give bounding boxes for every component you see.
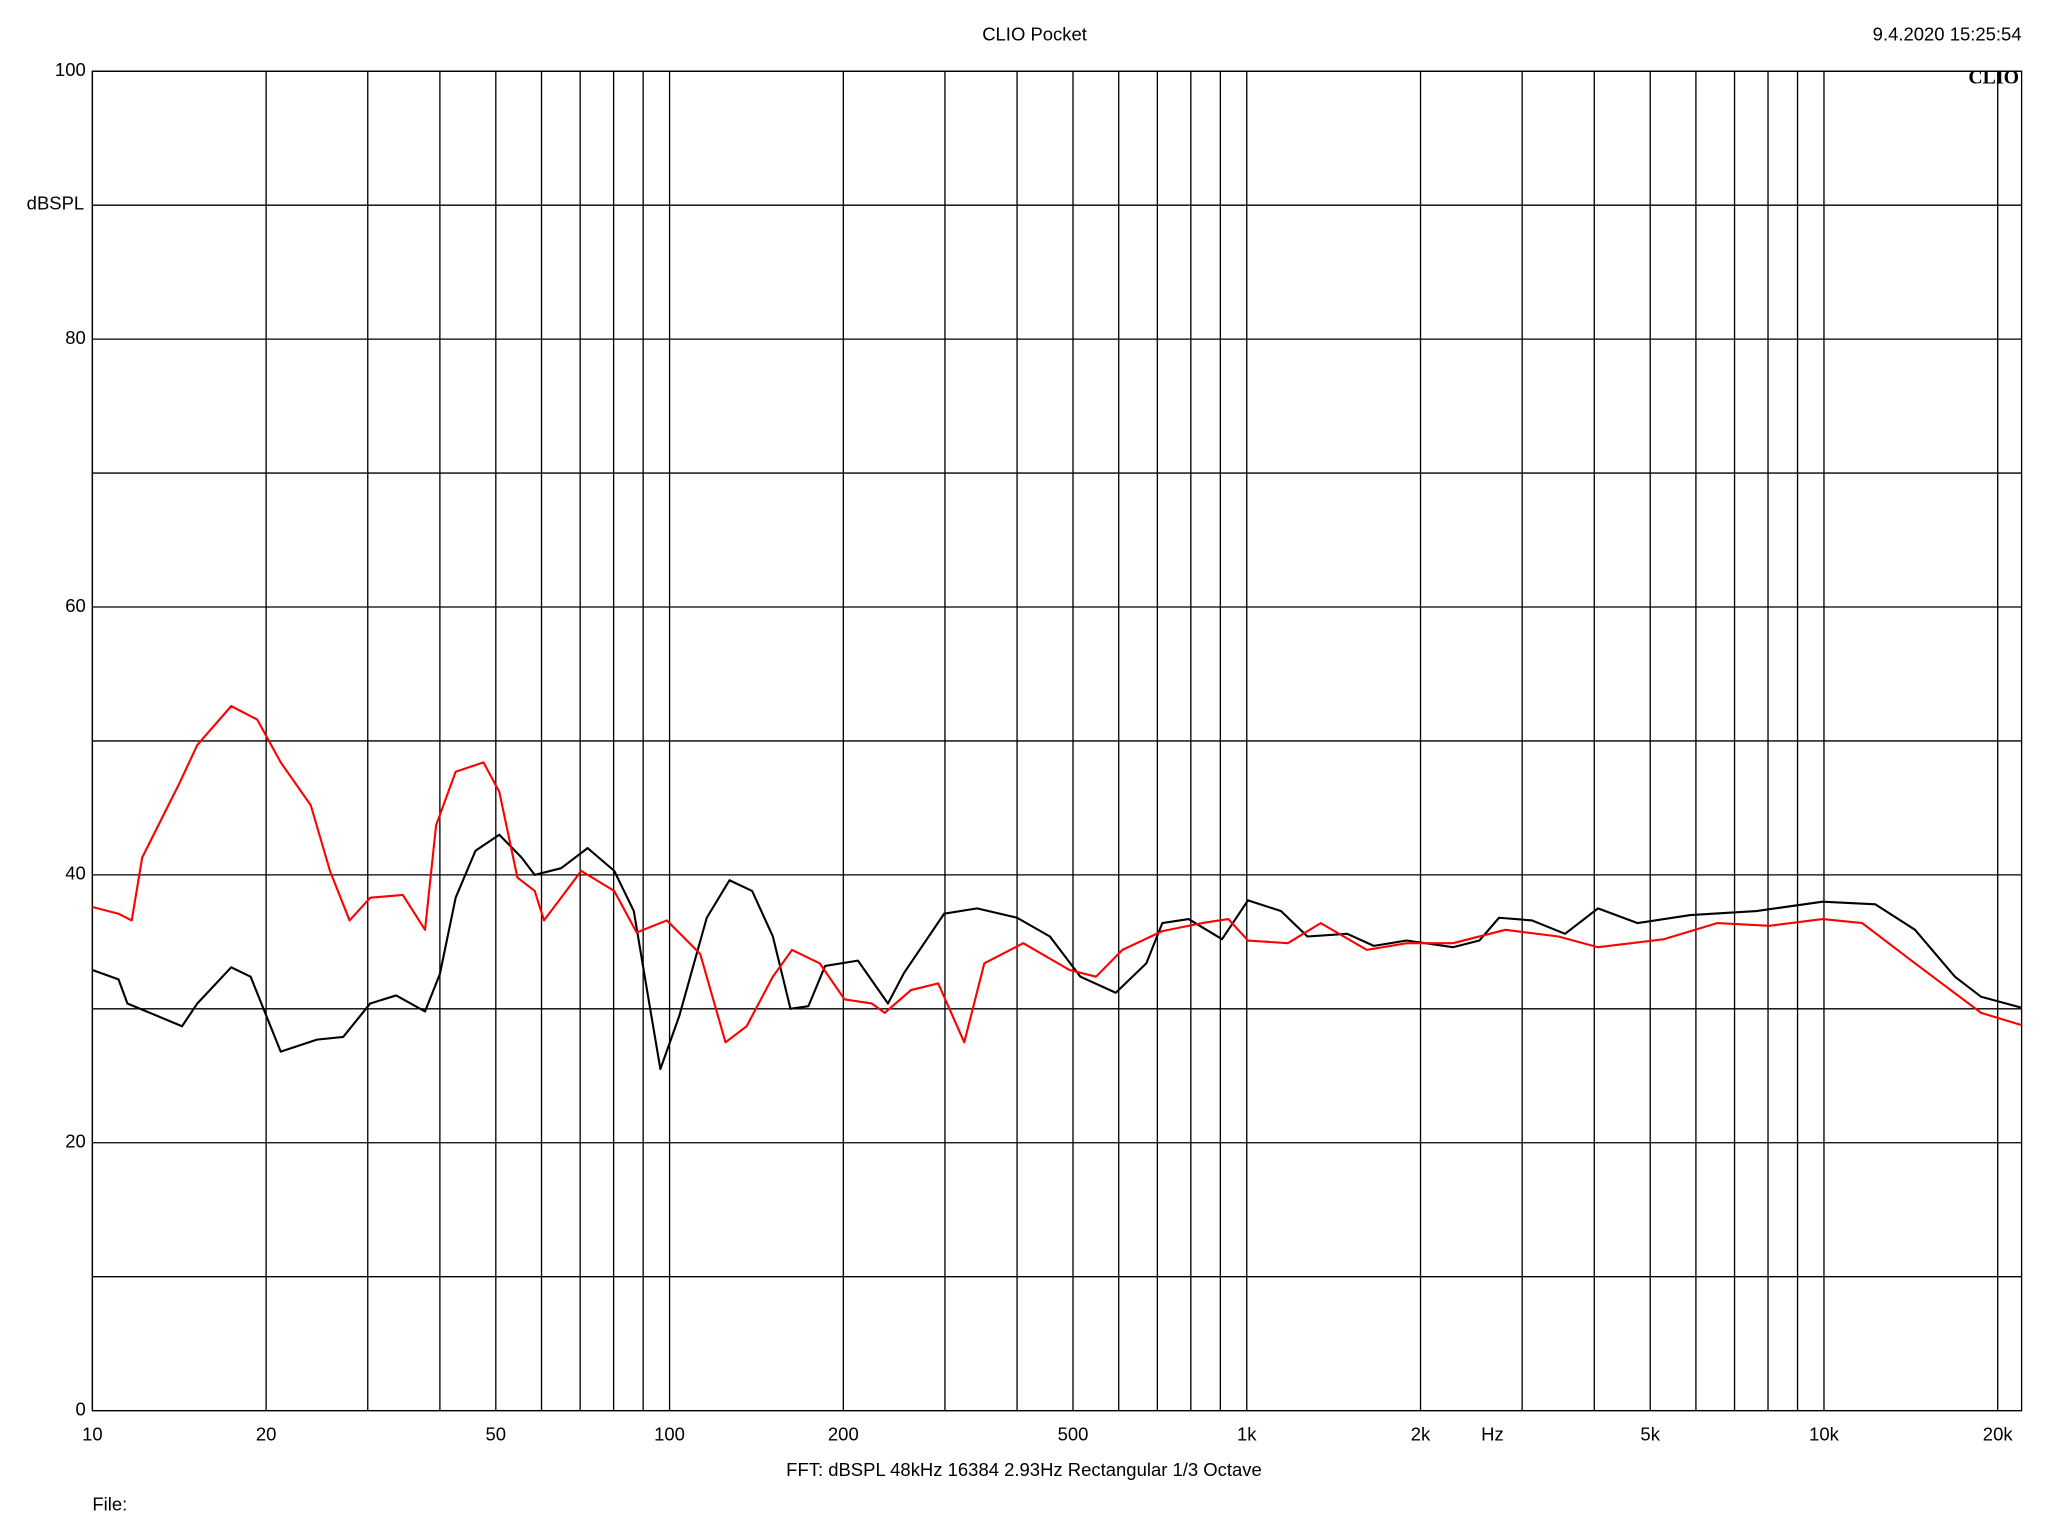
y-tick-label: 40 xyxy=(65,863,86,884)
chart-title: CLIO Pocket xyxy=(982,24,1087,45)
y-tick-label: 100 xyxy=(55,59,86,80)
logo: CLIO xyxy=(1968,67,2019,89)
series-line xyxy=(92,833,2022,1071)
timestamp: 9.4.2020 15:25:54 xyxy=(1873,24,2022,45)
x-axis-label: Hz xyxy=(1481,1424,1504,1445)
x-tick-label: 10k xyxy=(1809,1424,1840,1445)
x-tick-label: 5k xyxy=(1640,1424,1660,1445)
footer: FFT: dBSPL 48kHz 16384 2.93Hz Rectangula… xyxy=(786,1459,1262,1480)
y-tick-label: 20 xyxy=(65,1131,86,1152)
y-tick-label: 60 xyxy=(65,595,86,616)
x-tick-label: 50 xyxy=(486,1424,507,1445)
x-tick-label: 200 xyxy=(828,1424,859,1445)
x-tick-label: 1k xyxy=(1237,1424,1257,1445)
x-tick-label: 20 xyxy=(256,1424,277,1445)
series-line xyxy=(92,705,2022,1044)
file-label: File: xyxy=(92,1494,127,1515)
x-tick-label: 2k xyxy=(1411,1424,1431,1445)
y-tick-label: 80 xyxy=(65,327,86,348)
x-tick-label: 500 xyxy=(1058,1424,1089,1445)
x-tick-label: 10 xyxy=(82,1424,103,1445)
x-tick-label: 20k xyxy=(1983,1424,2014,1445)
x-tick-label: 100 xyxy=(654,1424,685,1445)
y-tick-label: 0 xyxy=(75,1399,85,1420)
y-axis-label: dBSPL xyxy=(27,192,85,213)
